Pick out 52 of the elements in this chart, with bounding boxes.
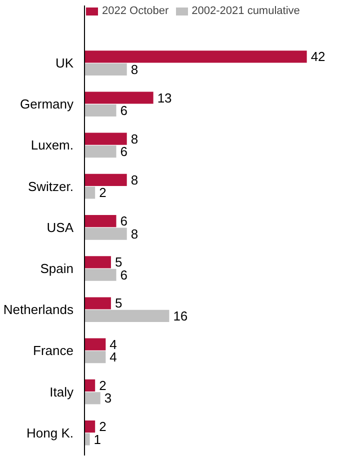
bar	[84, 63, 127, 76]
data-label: 42	[310, 49, 326, 64]
bar	[84, 268, 116, 281]
data-label: 2	[99, 419, 106, 434]
bar	[84, 338, 106, 350]
y-tick-label: Germany	[20, 96, 74, 112]
data-label: 8	[130, 62, 138, 77]
data-label: 3	[104, 390, 112, 406]
bar	[84, 146, 116, 158]
bar	[84, 351, 106, 364]
bar	[84, 228, 127, 240]
y-tick-label: Hong K.	[26, 425, 74, 440]
y-tick-label: Spain	[40, 261, 74, 276]
bar	[84, 174, 127, 186]
data-label: 1	[94, 432, 102, 447]
data-label: 6	[120, 267, 128, 282]
data-label: 6	[120, 103, 128, 118]
bar	[84, 256, 111, 268]
bar	[84, 50, 307, 63]
bar	[84, 92, 154, 104]
data-label: 8	[130, 226, 138, 242]
bar	[84, 104, 116, 117]
y-tick-label: USA	[46, 220, 74, 235]
y-tick-label: Netherlands	[3, 302, 74, 318]
data-label: 4	[110, 336, 117, 352]
data-label: 2	[99, 378, 106, 393]
bar	[84, 214, 116, 228]
data-label: 6	[120, 144, 128, 160]
y-tick-label: UK	[55, 56, 74, 71]
data-label: 16	[173, 308, 188, 324]
bar	[84, 310, 170, 322]
data-label: 6	[120, 214, 128, 229]
data-label: 13	[157, 90, 172, 106]
y-tick-label: Italy	[50, 384, 74, 400]
bar	[84, 132, 127, 145]
y-tick-label: Luxem.	[30, 138, 74, 153]
data-label: 8	[130, 131, 138, 146]
legend-label: 2022 October	[102, 5, 169, 17]
data-label: 2	[99, 185, 106, 200]
data-label: 4	[110, 350, 117, 365]
data-label: 8	[130, 172, 138, 188]
bar	[84, 420, 96, 433]
bar	[84, 392, 100, 404]
bar	[84, 433, 90, 446]
bar	[84, 379, 96, 392]
data-label: 5	[114, 254, 122, 270]
y-tick-label: France	[33, 343, 74, 358]
y-tick-label: Switzer.	[28, 178, 74, 194]
data-label: 5	[114, 296, 122, 311]
legend-label: 2002-2021 cumulative	[192, 5, 300, 17]
bar	[84, 186, 96, 199]
bar	[84, 297, 111, 310]
